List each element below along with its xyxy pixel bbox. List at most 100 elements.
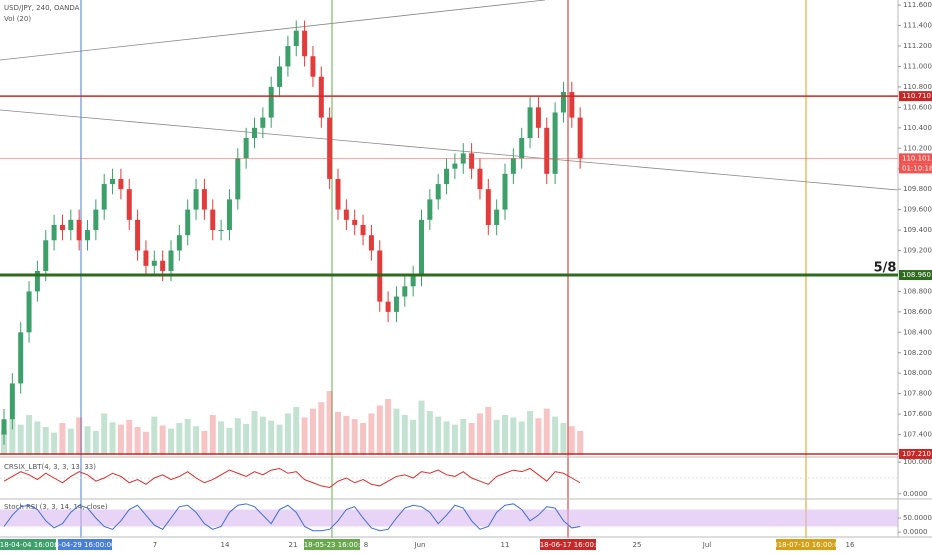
volume-bar	[59, 423, 66, 455]
time-axis: 2018-04-04 16:00:00 8-04-29 16:00:00 201…	[0, 539, 843, 550]
candle-body	[185, 209, 191, 236]
volume-bar	[151, 416, 158, 455]
candle-body	[477, 168, 483, 190]
candle-body	[135, 219, 141, 251]
y-tick-label: 108.600	[903, 308, 932, 316]
y-tick-label: 108.200	[903, 349, 932, 357]
y-tick-label: 110.800	[903, 83, 932, 91]
candle-body	[160, 260, 166, 271]
volume-bar	[51, 432, 58, 455]
volume-bar	[435, 416, 442, 455]
annotation: 5/8	[874, 261, 897, 276]
volume-bar	[326, 391, 333, 455]
x-tick-label: 11	[501, 541, 510, 549]
volume-bar	[184, 419, 191, 455]
candle-body	[85, 230, 90, 241]
candle-body	[252, 127, 257, 139]
stoch-line	[3, 503, 581, 532]
candle-body	[335, 178, 341, 210]
candle-body	[68, 219, 74, 231]
crsi-label: CRSIX_LBT(4, 3, 3, 13, 33)	[4, 463, 96, 471]
candle-body	[34, 270, 40, 292]
candle-body	[527, 107, 533, 139]
volume-bar	[468, 423, 475, 455]
candle-body	[393, 296, 399, 312]
y-tick-label: 111.200	[903, 42, 932, 50]
volume-bar	[134, 427, 141, 455]
candle-body	[577, 117, 583, 159]
volume-bar	[351, 419, 358, 455]
candle-body	[277, 66, 283, 87]
candle-body	[310, 56, 316, 77]
candle-body	[552, 112, 558, 174]
volume-bar	[502, 415, 508, 455]
volume-bar	[234, 418, 241, 455]
volume-bar	[385, 399, 392, 455]
candle-body	[544, 127, 550, 174]
y-tick-label: 109.200	[903, 247, 932, 255]
price-box-label: 110.710	[902, 92, 931, 100]
volume-bar	[401, 415, 408, 455]
candle-body	[569, 92, 575, 118]
volume-bar	[76, 417, 83, 455]
volume-bar	[426, 411, 433, 455]
candle-body	[502, 173, 508, 210]
countdown-box	[899, 163, 932, 174]
y-tick-label: 107.800	[903, 390, 932, 398]
x-tick-label: 2018-04-04 16:00:00	[0, 541, 65, 549]
price-box	[899, 91, 932, 102]
y-tick-label: 107.400	[903, 431, 932, 439]
volume-bar	[410, 419, 417, 455]
candle-body	[318, 76, 324, 118]
volume-bar	[34, 421, 41, 455]
volume-bar	[142, 431, 149, 455]
date-box	[540, 539, 596, 550]
candle-body	[352, 219, 358, 225]
y-tick-label: 111.600	[903, 1, 932, 9]
volume-bar	[318, 402, 325, 455]
y-tick-label: 110.200	[903, 144, 932, 152]
y-tick-label: 111.000	[903, 62, 932, 70]
y-tick-label: 0.0000	[903, 490, 928, 498]
price-box-label: 110.101	[902, 154, 931, 162]
y-tick-label: 108.400	[903, 328, 932, 336]
y-tick-label: 50.0000	[903, 514, 932, 522]
y-tick-label: 107.600	[903, 410, 932, 418]
candle-body	[126, 189, 132, 220]
candle-body	[59, 224, 65, 231]
volume-bar	[209, 415, 216, 455]
x-tick-label: 14	[221, 541, 230, 549]
candle-body	[469, 153, 475, 169]
y-tick-label: 100.0000	[903, 458, 932, 466]
stoch-band	[0, 509, 898, 527]
volume-bar	[201, 431, 208, 455]
volume-bar	[101, 413, 108, 455]
candle-body	[210, 209, 216, 231]
volume-bar	[176, 423, 183, 455]
volume-bar	[368, 413, 375, 455]
x-tick-label: 7	[153, 541, 157, 549]
candle-body	[93, 209, 99, 231]
volume-label: Vol (20)	[4, 15, 31, 23]
volume-bar	[485, 407, 492, 455]
y-tick-label: 110.400	[903, 124, 932, 132]
volume-bar	[126, 419, 133, 455]
volume-bar	[360, 423, 367, 455]
price-box	[899, 270, 932, 281]
candle-body	[410, 276, 416, 287]
volume-bar	[518, 421, 525, 455]
candle-body	[143, 250, 149, 266]
x-tick-label: 2018-05-23 16:00:00	[295, 541, 369, 549]
volume-bar	[243, 423, 250, 455]
x-tick-label: Jul	[702, 541, 712, 549]
volume-bar	[42, 427, 49, 455]
volume-bar	[218, 421, 225, 455]
candle-body	[235, 158, 241, 200]
y-tick-label: 109.600	[903, 206, 932, 214]
volume-bar	[493, 419, 500, 455]
date-box	[58, 539, 112, 550]
volume-bar	[259, 416, 266, 455]
volume-bar	[535, 418, 542, 455]
x-tick-label: 8	[364, 541, 368, 549]
chart-title: USD/JPY, 240, OANDA	[4, 4, 80, 12]
